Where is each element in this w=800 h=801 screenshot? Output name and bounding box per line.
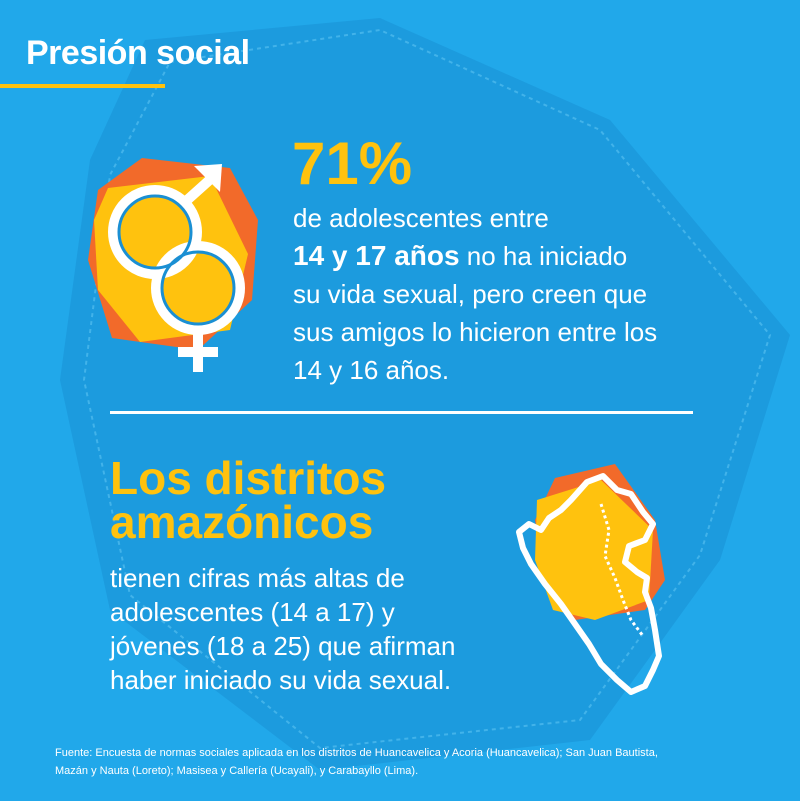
headline: Los distritos amazónicos: [110, 452, 530, 548]
stat-age-range: 14 y 17 años: [293, 240, 460, 271]
stat-description: de adolescentes entre 14 y 17 años no ha…: [293, 199, 733, 389]
footnote-line: Mazán y Nauta (Loreto); Masisea y Caller…: [55, 765, 419, 777]
gender-symbols-icon: [88, 158, 258, 372]
stat-percentage: 71%: [292, 130, 413, 197]
stat-line-rest: no ha iniciado: [459, 241, 628, 271]
stat-line: de adolescentes entre: [293, 203, 549, 233]
stat-line: su vida sexual, pero creen que: [293, 279, 648, 309]
stat-line: 14 y 16 años.: [293, 355, 450, 385]
headline-line: Los distritos: [110, 452, 387, 504]
page-title: Presión social: [26, 34, 250, 72]
stat-line: 14 y 17 años no ha iniciado: [293, 237, 733, 275]
description: tienen cifras más altas de adolescentes …: [110, 561, 540, 697]
description-line: haber iniciado su vida sexual.: [110, 665, 452, 695]
description-line: jóvenes (18 a 25) que afirman: [110, 631, 456, 661]
description-line: tienen cifras más altas de: [110, 563, 405, 593]
footnote-line: Fuente: Encuesta de normas sociales apli…: [55, 747, 658, 759]
stat-line: sus amigos lo hicieron entre los: [293, 317, 658, 347]
description-line: adolescentes (14 a 17) y: [110, 597, 395, 627]
headline-line: amazónicos: [110, 496, 374, 548]
peru-map-icon: [516, 464, 665, 695]
title-underline: [0, 84, 165, 88]
section-divider: [110, 411, 693, 414]
source-footnote: Fuente: Encuesta de normas sociales apli…: [55, 744, 775, 780]
